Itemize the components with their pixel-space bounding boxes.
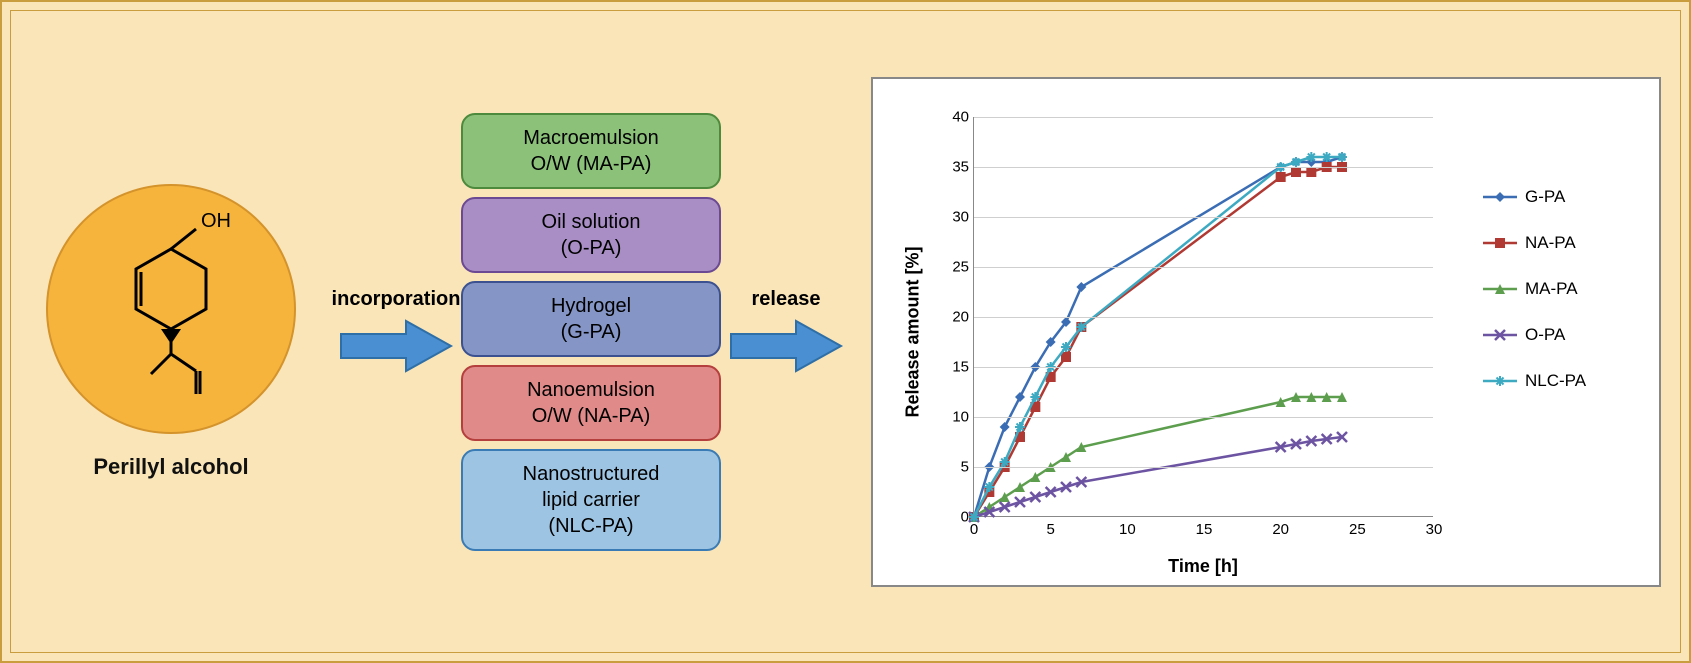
box-line2: O/W (MA-PA) — [531, 153, 652, 175]
incorporation-label: incorporation — [332, 288, 461, 311]
release-chart: Release amount [%] 051015202530354005101… — [871, 77, 1661, 587]
release-arrow-block: release — [721, 288, 851, 376]
y-tick-label: 15 — [939, 358, 969, 375]
x-tick-label: 0 — [970, 521, 978, 538]
marker-NLC-PA — [1306, 152, 1316, 162]
arrow-right-icon — [726, 316, 846, 376]
marker-G-PA — [1015, 392, 1025, 402]
marker-NA-PA — [1306, 167, 1316, 177]
legend-label: NA-PA — [1525, 233, 1576, 253]
legend-swatch-icon — [1483, 236, 1517, 250]
box-line2: lipid carrier — [542, 489, 640, 511]
gridline — [974, 317, 1433, 318]
marker-NA-PA — [1276, 172, 1286, 182]
formulation-boxes: Macroemulsion O/W (MA-PA) Oil solution (O-P… — [461, 113, 721, 551]
gridline — [974, 267, 1433, 268]
formulation-box: Nanostructured lipid carrier (NLC-PA) — [461, 449, 721, 551]
plot-area: 0510152025303540051015202530 — [973, 117, 1433, 517]
legend-item-NA-PA: NA-PA — [1483, 233, 1633, 253]
gridline — [974, 217, 1433, 218]
series-line-NLC-PA — [974, 157, 1342, 517]
box-line2: (O-PA) — [561, 237, 622, 259]
y-tick-label: 40 — [939, 108, 969, 125]
box-line1: Oil solution — [542, 211, 641, 233]
legend-swatch-icon — [1483, 190, 1517, 204]
y-tick-label: 35 — [939, 158, 969, 175]
x-tick-label: 5 — [1046, 521, 1054, 538]
molecule-label: Perillyl alcohol — [11, 454, 331, 480]
gridline — [974, 367, 1433, 368]
series-line-NA-PA — [974, 167, 1342, 517]
x-tick-label: 10 — [1119, 521, 1136, 538]
y-tick-label: 20 — [939, 308, 969, 325]
molecule-circle: OH — [46, 184, 296, 434]
y-tick-label: 25 — [939, 258, 969, 275]
box-line2: O/W (NA-PA) — [532, 405, 651, 427]
arrow-right-icon — [336, 316, 456, 376]
y-tick-label: 10 — [939, 408, 969, 425]
gridline — [974, 117, 1433, 118]
box-line1: Nanostructured — [523, 463, 660, 485]
box-line1: Nanoemulsion — [527, 379, 655, 401]
formulation-box: Nanoemulsion O/W (NA-PA) — [461, 365, 721, 441]
legend-label: NLC-PA — [1525, 371, 1586, 391]
legend-item-NLC-PA: NLC-PA — [1483, 371, 1633, 391]
x-tick-label: 20 — [1272, 521, 1289, 538]
x-tick-label: 25 — [1349, 521, 1366, 538]
legend-swatch-icon — [1483, 328, 1517, 342]
legend-swatch-icon — [1483, 282, 1517, 296]
box-line1: Macroemulsion — [523, 127, 659, 149]
incorporation-arrow-block: incorporation — [331, 288, 461, 376]
marker-NA-PA — [1291, 167, 1301, 177]
y-tick-label: 5 — [939, 458, 969, 475]
marker-NLC-PA — [1337, 152, 1347, 162]
marker-NLC-PA — [1322, 152, 1332, 162]
legend-item-G-PA: G-PA — [1483, 187, 1633, 207]
marker-NLC-PA — [1061, 342, 1071, 352]
chart-legend: G-PA NA-PA MA-PA O-PA NLC-PA — [1483, 97, 1633, 567]
formulation-box: Hydrogel (G-PA) — [461, 281, 721, 357]
marker-NLC-PA — [1015, 422, 1025, 432]
figure-container: OH Perillyl alcohol incorporation Macroe… — [10, 10, 1681, 653]
plot-wrapper: Release amount [%] 051015202530354005101… — [923, 97, 1483, 567]
y-tick-label: 30 — [939, 208, 969, 225]
molecule-structure-icon: OH — [101, 209, 241, 409]
gridline — [974, 417, 1433, 418]
box-line2: (G-PA) — [561, 321, 622, 343]
x-axis-label: Time [h] — [1168, 556, 1238, 577]
legend-item-O-PA: O-PA — [1483, 325, 1633, 345]
x-tick-label: 30 — [1426, 521, 1443, 538]
series-line-O-PA — [974, 437, 1342, 517]
legend-swatch-icon — [1483, 374, 1517, 388]
legend-label: MA-PA — [1525, 279, 1578, 299]
svg-text:OH: OH — [201, 210, 231, 232]
legend-label: O-PA — [1525, 325, 1565, 345]
box-line3: (NLC-PA) — [548, 515, 633, 537]
release-label: release — [752, 288, 821, 311]
y-tick-label: 0 — [939, 508, 969, 525]
box-line1: Hydrogel — [551, 295, 631, 317]
marker-G-PA — [1000, 422, 1010, 432]
series-line-G-PA — [974, 157, 1342, 517]
legend-label: G-PA — [1525, 187, 1565, 207]
legend-item-MA-PA: MA-PA — [1483, 279, 1633, 299]
gridline — [974, 467, 1433, 468]
gridline — [974, 167, 1433, 168]
formulation-box: Macroemulsion O/W (MA-PA) — [461, 113, 721, 189]
molecule-panel: OH Perillyl alcohol — [11, 184, 331, 480]
x-tick-label: 15 — [1196, 521, 1213, 538]
y-axis-label: Release amount [%] — [903, 246, 924, 417]
formulation-box: Oil solution (O-PA) — [461, 197, 721, 273]
marker-NLC-PA — [1291, 157, 1301, 167]
